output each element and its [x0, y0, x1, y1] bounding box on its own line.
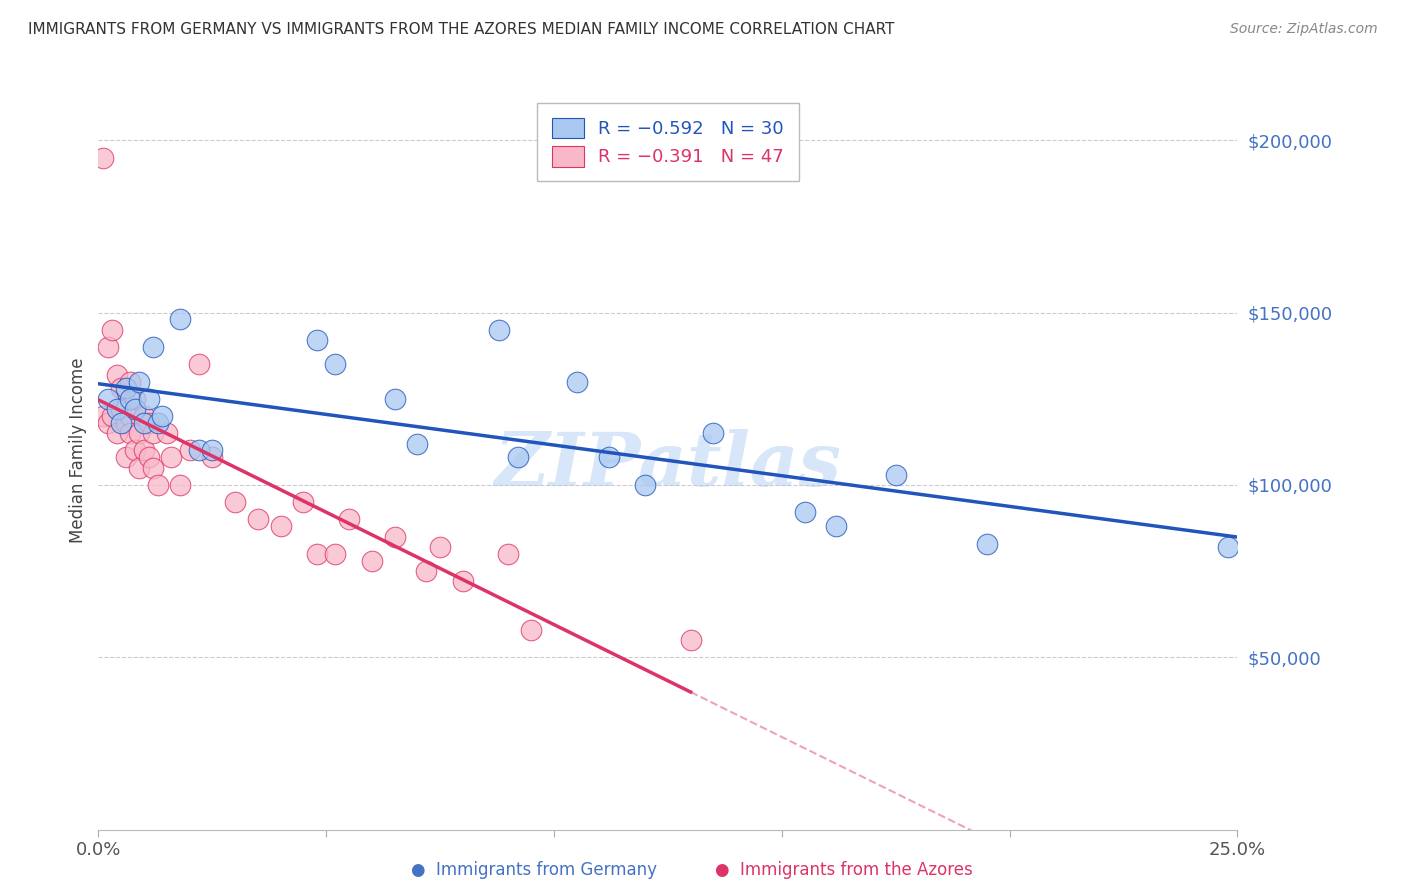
Text: ●  Immigrants from Germany: ● Immigrants from Germany: [412, 861, 657, 879]
Point: [142, 460, 165, 475]
Point: [138, 450, 160, 465]
Point: [138, 416, 160, 430]
Point: [360, 554, 382, 568]
Point: [114, 381, 136, 395]
Point: [146, 416, 169, 430]
Point: [187, 443, 209, 458]
Point: [702, 426, 724, 441]
Point: [91, 151, 114, 165]
Text: Source: ZipAtlas.com: Source: ZipAtlas.com: [1230, 22, 1378, 37]
Point: [187, 357, 209, 371]
Point: [270, 519, 292, 533]
Point: [96, 340, 118, 354]
Point: [114, 450, 136, 465]
Point: [634, 478, 657, 492]
Point: [1218, 540, 1240, 554]
Point: [105, 368, 128, 382]
Point: [337, 512, 360, 526]
Point: [120, 392, 142, 406]
Point: [105, 426, 128, 441]
Point: [201, 443, 224, 458]
Point: [323, 547, 346, 561]
Point: [128, 375, 150, 389]
Point: [224, 495, 246, 509]
Text: ZIPatlas: ZIPatlas: [495, 429, 841, 502]
Point: [124, 392, 146, 406]
Point: [146, 478, 169, 492]
Text: ●  Immigrants from the Azores: ● Immigrants from the Azores: [714, 861, 973, 879]
Point: [415, 564, 437, 578]
Point: [138, 392, 160, 406]
Point: [246, 512, 269, 526]
Point: [91, 409, 114, 423]
Point: [96, 416, 118, 430]
Point: [384, 392, 406, 406]
Point: [679, 633, 702, 648]
Point: [110, 402, 132, 417]
Point: [292, 495, 315, 509]
Point: [307, 333, 329, 347]
Point: [156, 426, 179, 441]
Point: [101, 323, 124, 337]
Point: [124, 402, 146, 417]
Text: IMMIGRANTS FROM GERMANY VS IMMIGRANTS FROM THE AZORES MEDIAN FAMILY INCOME CORRE: IMMIGRANTS FROM GERMANY VS IMMIGRANTS FR…: [28, 22, 894, 37]
Point: [114, 416, 136, 430]
Point: [132, 443, 155, 458]
Point: [323, 357, 346, 371]
Point: [498, 547, 520, 561]
Point: [429, 540, 451, 554]
Point: [565, 375, 588, 389]
Point: [142, 426, 165, 441]
Point: [124, 443, 146, 458]
Point: [142, 340, 165, 354]
Point: [110, 381, 132, 395]
Point: [169, 478, 191, 492]
Point: [976, 536, 998, 550]
Point: [128, 426, 150, 441]
Point: [384, 530, 406, 544]
Point: [520, 623, 543, 637]
Point: [169, 312, 191, 326]
Point: [793, 506, 815, 520]
Point: [120, 375, 142, 389]
Point: [132, 416, 155, 430]
Point: [201, 450, 224, 465]
Point: [884, 467, 907, 482]
Point: [150, 409, 173, 423]
Legend: R = −0.592   N = 30, R = −0.391   N = 47: R = −0.592 N = 30, R = −0.391 N = 47: [537, 103, 799, 181]
Point: [179, 443, 201, 458]
Point: [105, 402, 128, 417]
Point: [120, 426, 142, 441]
Point: [406, 436, 429, 450]
Point: [451, 574, 474, 589]
Point: [120, 409, 142, 423]
Point: [598, 450, 620, 465]
Point: [128, 460, 150, 475]
Point: [132, 409, 155, 423]
Point: [101, 409, 124, 423]
Point: [96, 392, 118, 406]
Point: [307, 547, 329, 561]
Y-axis label: Median Family Income: Median Family Income: [69, 358, 87, 543]
Point: [160, 450, 183, 465]
Point: [110, 416, 132, 430]
Point: [506, 450, 529, 465]
Point: [825, 519, 848, 533]
Point: [488, 323, 510, 337]
